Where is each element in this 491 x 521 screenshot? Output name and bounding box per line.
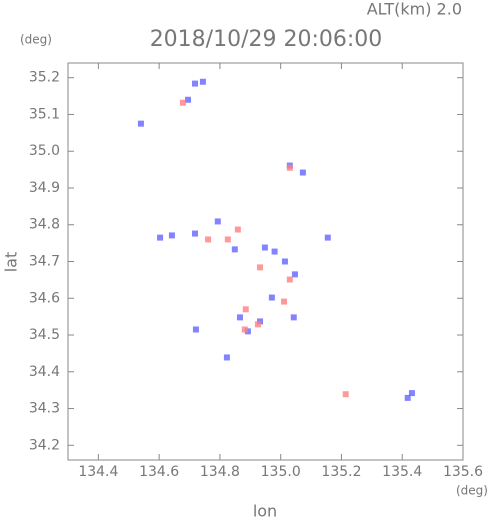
plot-frame: [67, 62, 464, 461]
echo-point: [244, 328, 251, 335]
y-tick-label: 34.4: [29, 364, 60, 380]
echo-point: [137, 120, 144, 127]
echo-point: [192, 326, 199, 333]
y-tick-label: 35.0: [29, 143, 60, 159]
echo-point: [299, 169, 306, 176]
echo-point: [205, 236, 212, 243]
echo-point: [185, 96, 192, 103]
echo-point: [290, 314, 297, 321]
echo-point: [192, 80, 199, 87]
x-axis-label: lon: [253, 502, 277, 521]
echo-point: [241, 326, 248, 333]
echo-point: [157, 234, 164, 241]
echo-point: [268, 294, 275, 301]
echo-point: [214, 218, 221, 225]
echo-point: [281, 298, 288, 305]
echo-point: [408, 390, 415, 397]
y-tick-label: 34.9: [29, 180, 60, 196]
x-tick-label: 135.4: [382, 464, 422, 480]
chart-title: 2018/10/29 20:06:00: [150, 27, 383, 52]
x-tick-label: 134.8: [200, 464, 240, 480]
echo-point: [224, 236, 231, 243]
echo-point: [254, 321, 261, 328]
y-axis-label: lat: [2, 252, 21, 273]
y-tick-label: 34.6: [29, 290, 60, 306]
y-tick-label: 35.1: [29, 106, 60, 122]
y-tick-label: 34.2: [29, 437, 60, 453]
echo-point: [291, 271, 298, 278]
echo-point: [342, 391, 349, 398]
y-tick-label: 34.5: [29, 327, 60, 343]
echo-point: [281, 258, 288, 265]
y-tick-label: 34.3: [29, 401, 60, 417]
echo-point: [192, 230, 199, 237]
echo-point: [271, 248, 278, 255]
echo-point: [242, 306, 249, 313]
x-unit: (deg): [456, 484, 488, 498]
echo-point: [236, 314, 243, 321]
echo-point: [324, 234, 331, 241]
echo-point: [223, 354, 230, 361]
y-tick-label: 35.2: [29, 70, 60, 86]
x-tick-label: 134.4: [78, 464, 118, 480]
y-unit: (deg): [20, 33, 52, 47]
x-tick-label: 135.0: [261, 464, 301, 480]
echo-point: [179, 99, 186, 106]
x-tick-label: 134.6: [139, 464, 179, 480]
y-tick-label: 34.8: [29, 217, 60, 233]
altitude-label: ALT(km) 2.0: [367, 0, 462, 19]
echo-point: [404, 394, 411, 401]
y-tick-label: 34.7: [29, 254, 60, 270]
x-tick-label: 135.6: [443, 464, 483, 480]
echo-point: [257, 264, 264, 271]
echo-point: [286, 164, 293, 171]
echo-point: [168, 232, 175, 239]
echo-point: [234, 226, 241, 233]
echo-point: [286, 276, 293, 283]
x-tick-label: 135.2: [321, 464, 361, 480]
echo-point: [261, 244, 268, 251]
echo-point: [199, 78, 206, 85]
echo-point: [231, 246, 238, 253]
